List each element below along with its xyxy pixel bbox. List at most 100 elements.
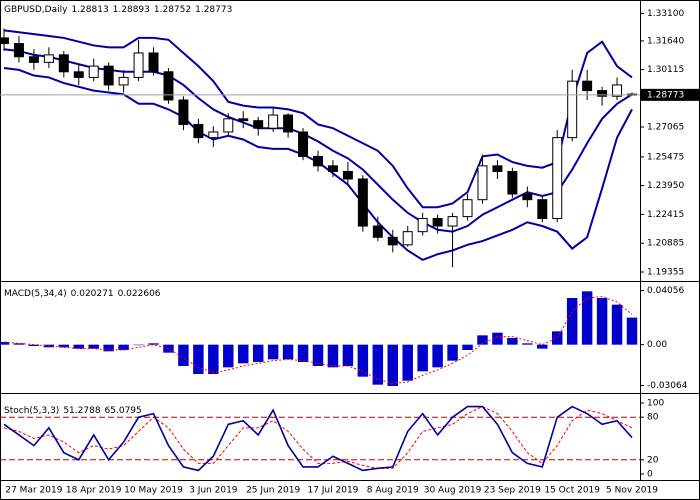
candle-body xyxy=(462,199,473,218)
candle-body xyxy=(357,178,368,227)
y-tick-label: 1.30115 xyxy=(647,65,684,75)
header-value: 1.28773 xyxy=(195,5,232,15)
candle-body xyxy=(0,37,9,45)
candle-body xyxy=(537,199,548,219)
panel-title: MACD(5,34,4) xyxy=(4,289,67,299)
macd-bar xyxy=(566,298,578,345)
last-price-label: 1.28773 xyxy=(647,90,684,100)
candle-body xyxy=(327,165,338,172)
candle-body xyxy=(402,231,413,246)
macd-bar xyxy=(28,344,40,346)
candle-body xyxy=(208,131,219,139)
y-tick-label: 1.33100 xyxy=(647,9,684,19)
x-tick-label: 27 Mar 2019 xyxy=(5,486,62,496)
macd-bar xyxy=(238,344,249,364)
panel-title: Stoch(5,3,3) xyxy=(4,406,59,416)
candle-body xyxy=(88,65,99,78)
x-tick-label: 3 Jun 2019 xyxy=(189,486,238,496)
signal-line xyxy=(3,296,633,384)
signal-line xyxy=(3,405,633,469)
header-value: 0.020271 xyxy=(71,289,114,299)
candle-body xyxy=(298,131,309,157)
candle-body xyxy=(342,170,353,180)
candle-body xyxy=(552,137,563,219)
candle-body xyxy=(178,99,189,125)
y-tick-label: 20 xyxy=(647,455,659,465)
macd-bar xyxy=(103,344,114,352)
macd-bar xyxy=(596,298,608,345)
bollinger-band xyxy=(3,29,633,209)
candle-body xyxy=(73,71,84,78)
x-tick-label: 30 Aug 2019 xyxy=(424,486,482,496)
candle-body xyxy=(283,114,294,133)
panel-title: GBPUSD,Daily xyxy=(4,5,68,15)
header-value: 1.28893 xyxy=(113,5,150,15)
candle-body xyxy=(387,236,398,246)
header-value: 0.022606 xyxy=(118,289,161,299)
macd-bar xyxy=(178,344,189,366)
macd-bar xyxy=(462,344,473,350)
macd-bar xyxy=(252,344,264,362)
y-tick-label: 1.19355 xyxy=(647,268,684,278)
macd-bar xyxy=(447,344,458,361)
macd-bar xyxy=(327,344,339,368)
y-tick-label: 1.23950 xyxy=(647,181,684,191)
candle-body xyxy=(163,71,174,101)
macd-bar xyxy=(372,344,384,385)
y-tick-label: 1.22415 xyxy=(647,210,684,220)
candle-body xyxy=(43,54,54,63)
x-tick-label: 17 Jul 2019 xyxy=(307,486,358,496)
y-tick-label: -0.03064 xyxy=(647,381,688,391)
candle-body xyxy=(133,52,144,78)
candle-body xyxy=(268,114,279,129)
macd-bar xyxy=(13,343,25,345)
macd-bar xyxy=(492,332,503,345)
x-tick-label: 8 Aug 2019 xyxy=(367,486,419,496)
macd-bar xyxy=(0,342,10,345)
macd-bar xyxy=(342,344,354,366)
candle-body xyxy=(253,120,264,129)
candle-body xyxy=(417,217,428,233)
header-value: 51.2788 xyxy=(63,406,100,416)
macd-bar xyxy=(58,344,70,348)
macd-bar xyxy=(312,344,324,366)
macd-bar xyxy=(73,344,84,349)
y-tick-label: 80 xyxy=(647,413,659,423)
x-tick-label: 23 Sep 2019 xyxy=(484,486,541,496)
macd-bar xyxy=(522,343,533,345)
candle-body xyxy=(567,80,578,139)
candle-body xyxy=(492,165,503,172)
y-tick-label: 0 xyxy=(647,470,653,480)
macd-bar xyxy=(477,335,488,345)
panel-header: Stoch(5,3,3) 51.2788 65.0795 xyxy=(4,406,142,416)
main-line xyxy=(3,405,633,472)
y-tick-label: 1.20885 xyxy=(647,239,684,249)
macd-bar xyxy=(267,344,279,360)
candle-body xyxy=(193,123,204,139)
candle-body xyxy=(118,76,129,86)
macd-bar xyxy=(611,304,623,345)
y-tick-label: 1.27065 xyxy=(647,122,684,132)
macd-bar xyxy=(537,344,548,349)
candle-body xyxy=(522,193,533,201)
y-tick-label: 1.25475 xyxy=(647,152,684,162)
y-tick-label: 1.31640 xyxy=(647,36,684,46)
macd-bar xyxy=(507,338,518,345)
y-tick-label: 0.04056 xyxy=(647,286,684,296)
candle-body xyxy=(28,56,39,63)
candle-body xyxy=(507,170,518,195)
x-tick-label: 25 Jun 2019 xyxy=(246,486,300,496)
panel-header: GBPUSD,Daily 1.28813 1.28893 1.28752 1.28773 xyxy=(4,5,232,15)
candle-body xyxy=(372,225,383,238)
candle-body xyxy=(597,90,608,97)
y-tick-label: 0.00 xyxy=(647,340,667,350)
macd-bar xyxy=(208,344,219,374)
x-tick-label: 18 Apr 2019 xyxy=(66,486,122,496)
candle-body xyxy=(148,52,159,73)
macd-bar xyxy=(357,344,369,377)
candle-body xyxy=(432,217,443,227)
candle-body xyxy=(223,118,234,133)
macd-bar xyxy=(223,344,234,368)
candle-body xyxy=(313,155,323,167)
